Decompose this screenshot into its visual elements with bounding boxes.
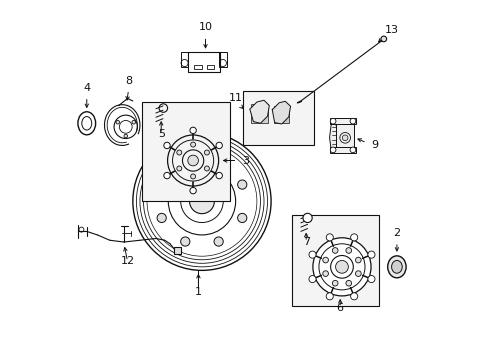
Circle shape — [124, 134, 127, 138]
Text: 12: 12 — [120, 256, 134, 266]
Circle shape — [355, 271, 361, 276]
Circle shape — [367, 251, 374, 258]
Bar — [292, 215, 378, 306]
Circle shape — [350, 234, 357, 241]
Circle shape — [332, 280, 337, 286]
Polygon shape — [249, 100, 269, 123]
Text: 7: 7 — [302, 237, 309, 247]
Circle shape — [349, 147, 355, 153]
Circle shape — [180, 156, 189, 166]
Circle shape — [204, 150, 209, 155]
Text: 5: 5 — [158, 129, 164, 139]
Circle shape — [330, 256, 353, 278]
Circle shape — [332, 248, 337, 253]
Circle shape — [189, 189, 214, 214]
Bar — [250, 104, 267, 123]
Circle shape — [237, 213, 246, 222]
Circle shape — [325, 293, 333, 300]
Text: 3: 3 — [242, 156, 248, 166]
Ellipse shape — [391, 260, 402, 273]
Circle shape — [308, 251, 315, 258]
Circle shape — [322, 257, 328, 263]
Circle shape — [355, 257, 361, 263]
Circle shape — [308, 275, 315, 283]
Circle shape — [216, 172, 222, 179]
Text: 11: 11 — [228, 93, 242, 103]
Circle shape — [329, 147, 335, 153]
Bar — [273, 105, 288, 123]
Circle shape — [132, 121, 135, 124]
Circle shape — [322, 271, 328, 276]
Circle shape — [214, 237, 223, 246]
Circle shape — [345, 248, 351, 253]
Circle shape — [190, 142, 195, 147]
Text: 8: 8 — [125, 76, 133, 86]
Circle shape — [214, 156, 223, 166]
Bar — [174, 247, 181, 254]
Circle shape — [216, 142, 222, 149]
Ellipse shape — [387, 256, 406, 278]
Text: 13: 13 — [384, 26, 398, 35]
Bar — [219, 53, 226, 67]
Circle shape — [180, 237, 189, 246]
Circle shape — [204, 166, 209, 171]
Circle shape — [345, 280, 351, 286]
Bar — [329, 147, 355, 153]
Polygon shape — [272, 101, 290, 124]
Text: 6: 6 — [336, 303, 343, 313]
Circle shape — [190, 174, 195, 179]
Bar — [181, 53, 188, 67]
Bar — [242, 91, 313, 145]
Circle shape — [177, 166, 182, 171]
Circle shape — [325, 234, 333, 241]
Circle shape — [189, 127, 196, 134]
Bar — [206, 65, 214, 69]
Circle shape — [237, 180, 246, 189]
Text: 9: 9 — [370, 140, 378, 149]
Bar — [142, 102, 230, 201]
Circle shape — [157, 180, 166, 189]
Circle shape — [189, 188, 196, 194]
Text: 2: 2 — [392, 228, 400, 238]
Circle shape — [380, 36, 386, 42]
Text: 4: 4 — [83, 83, 90, 93]
Bar — [335, 123, 354, 152]
Circle shape — [349, 118, 355, 124]
Circle shape — [329, 118, 335, 124]
Circle shape — [312, 238, 370, 296]
Polygon shape — [329, 122, 336, 153]
Circle shape — [303, 213, 311, 222]
Circle shape — [367, 275, 374, 283]
Bar — [187, 53, 219, 72]
Circle shape — [335, 260, 347, 273]
Bar — [329, 118, 355, 124]
Circle shape — [157, 213, 166, 222]
Circle shape — [116, 121, 119, 124]
Text: 1: 1 — [195, 287, 202, 297]
Circle shape — [163, 172, 170, 179]
Bar — [193, 65, 201, 69]
Circle shape — [177, 150, 182, 155]
Circle shape — [163, 142, 170, 149]
Circle shape — [187, 155, 198, 166]
Circle shape — [342, 135, 347, 141]
Text: 10: 10 — [198, 22, 212, 32]
Circle shape — [350, 293, 357, 300]
